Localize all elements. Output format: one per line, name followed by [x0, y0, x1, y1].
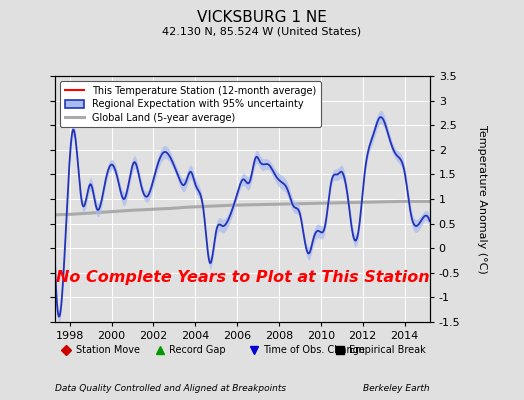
Text: Time of Obs. Change: Time of Obs. Change — [263, 344, 365, 354]
Text: VICKSBURG 1 NE: VICKSBURG 1 NE — [197, 10, 327, 25]
Legend: This Temperature Station (12-month average), Regional Expectation with 95% uncer: This Temperature Station (12-month avera… — [60, 81, 321, 127]
Text: Record Gap: Record Gap — [169, 344, 226, 354]
Text: 42.130 N, 85.524 W (United States): 42.130 N, 85.524 W (United States) — [162, 26, 362, 36]
Text: Station Move: Station Move — [75, 344, 139, 354]
Text: Empirical Break: Empirical Break — [349, 344, 426, 354]
Text: Data Quality Controlled and Aligned at Breakpoints: Data Quality Controlled and Aligned at B… — [55, 384, 286, 393]
Text: Berkeley Earth: Berkeley Earth — [363, 384, 430, 393]
Y-axis label: Temperature Anomaly (°C): Temperature Anomaly (°C) — [477, 125, 487, 273]
Text: No Complete Years to Plot at This Station: No Complete Years to Plot at This Statio… — [56, 270, 429, 285]
